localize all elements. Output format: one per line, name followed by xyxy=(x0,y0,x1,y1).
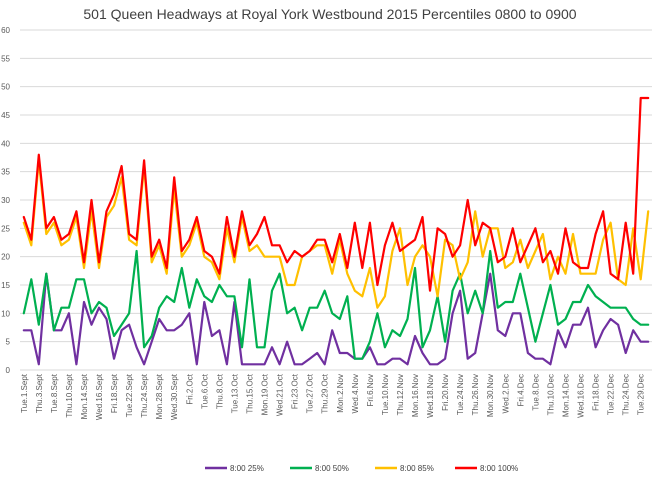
y-tick-label: 10 xyxy=(1,309,10,318)
x-tick-label: Mon.14.Sept xyxy=(80,373,89,419)
series-line-4 xyxy=(22,96,650,292)
x-tick-label: Tue.13.Oct xyxy=(230,373,239,413)
x-tick-label: Wed.16.Dec xyxy=(577,374,586,418)
x-tick-label: Thu.8.Oct xyxy=(215,373,224,409)
x-tick-label: Tue.27.Oct xyxy=(306,373,315,413)
series-line-1 xyxy=(22,272,650,366)
x-tick-label: Fri.20.Nov xyxy=(441,374,450,411)
x-tick-label: Thu.12.Nov xyxy=(396,374,405,415)
legend-label: 8:00 85% xyxy=(400,464,434,473)
x-tick-label: Fri.2.Oct xyxy=(185,373,194,404)
x-tick-label: Thu.24.Sept xyxy=(140,373,149,417)
legend-label: 8:00 100% xyxy=(480,464,518,473)
x-tick-label: Tue.8.Sept xyxy=(50,373,59,413)
x-tick-label: Fri.18.Dec xyxy=(592,374,601,411)
x-tick-label: Tue.22.Dec xyxy=(607,374,616,415)
x-tick-label: Fri.4.Dec xyxy=(516,374,525,406)
x-tick-label: Thu.15.Oct xyxy=(245,373,254,413)
x-tick-label: Tue.22.Sept xyxy=(125,373,134,417)
x-tick-label: Wed.16.Sept xyxy=(95,373,104,420)
x-tick-label: Thu.24.Dec xyxy=(622,374,631,415)
y-tick-label: 40 xyxy=(1,139,10,148)
x-tick-label: Thu.10.Dec xyxy=(546,374,555,415)
y-axis-tick-labels: 0 5 10 15 20 25 30 35 40 45 50 55 60 xyxy=(1,26,10,375)
x-tick-label: Thu.3.Sept xyxy=(35,373,44,413)
x-tick-label: Wed.30.Sept xyxy=(170,373,179,420)
x-tick-label: Fri.18.Sept xyxy=(110,373,119,413)
x-tick-label: Tue.10.Nov xyxy=(381,374,390,415)
x-tick-label: Wed.4.Nov xyxy=(351,374,360,413)
legend-label: 8:00 50% xyxy=(315,464,349,473)
x-tick-label: Wed.18.Nov xyxy=(426,374,435,418)
x-tick-label: Thu.10.Sept xyxy=(65,373,74,417)
y-tick-label: 20 xyxy=(1,253,10,262)
x-tick-label: Wed.21.Oct xyxy=(276,373,285,416)
y-tick-label: 25 xyxy=(1,224,10,233)
x-tick-label: Mon.19.Oct xyxy=(261,373,270,415)
x-tick-label: Mon.28.Sept xyxy=(155,373,164,419)
y-tick-label: 45 xyxy=(1,111,10,120)
x-tick-label: Mon.30.Nov xyxy=(486,374,495,417)
x-tick-label: Tue.1.Sept xyxy=(20,373,29,413)
x-tick-label: Tue.29.Dec xyxy=(637,374,646,415)
x-tick-label: Fri.23.Oct xyxy=(291,373,300,409)
chart-title: 501 Queen Headways at Royal York Westbou… xyxy=(83,6,576,22)
x-tick-label: Wed.2.Dec xyxy=(501,374,510,413)
series-lines xyxy=(22,96,650,366)
x-tick-label: Thu.29.Oct xyxy=(321,373,330,413)
series-line-2 xyxy=(22,249,650,360)
y-tick-label: 5 xyxy=(6,338,11,347)
x-tick-label: Tue.6.Oct xyxy=(200,373,209,409)
x-tick-label: Fri.6.Nov xyxy=(366,374,375,406)
y-tick-label: 30 xyxy=(1,196,10,205)
legend-label: 8:00 25% xyxy=(230,464,264,473)
y-tick-label: 15 xyxy=(1,281,10,290)
x-tick-label: Tue.24.Nov xyxy=(456,374,465,415)
y-tick-label: 55 xyxy=(1,54,10,63)
x-tick-label: Mon.16.Nov xyxy=(411,374,420,417)
x-tick-label: Tue.8.Dec xyxy=(531,374,540,411)
x-tick-label: Thu.26.Nov xyxy=(471,374,480,415)
x-tick-label: Mon.14.Dec xyxy=(561,374,570,417)
y-tick-label: 35 xyxy=(1,168,10,177)
y-tick-label: 60 xyxy=(1,26,10,35)
x-tick-label: Mon.2.Nov xyxy=(336,374,345,413)
y-tick-label: 0 xyxy=(6,366,11,375)
x-axis-tick-labels: Tue.1.Sept Thu.3.Sept Tue.8.Sept Thu.10.Sep… xyxy=(20,373,646,420)
legend: 8:00 25% 8:00 50% 8:00 85% 8:00 100% xyxy=(205,464,518,473)
y-tick-label: 50 xyxy=(1,83,10,92)
